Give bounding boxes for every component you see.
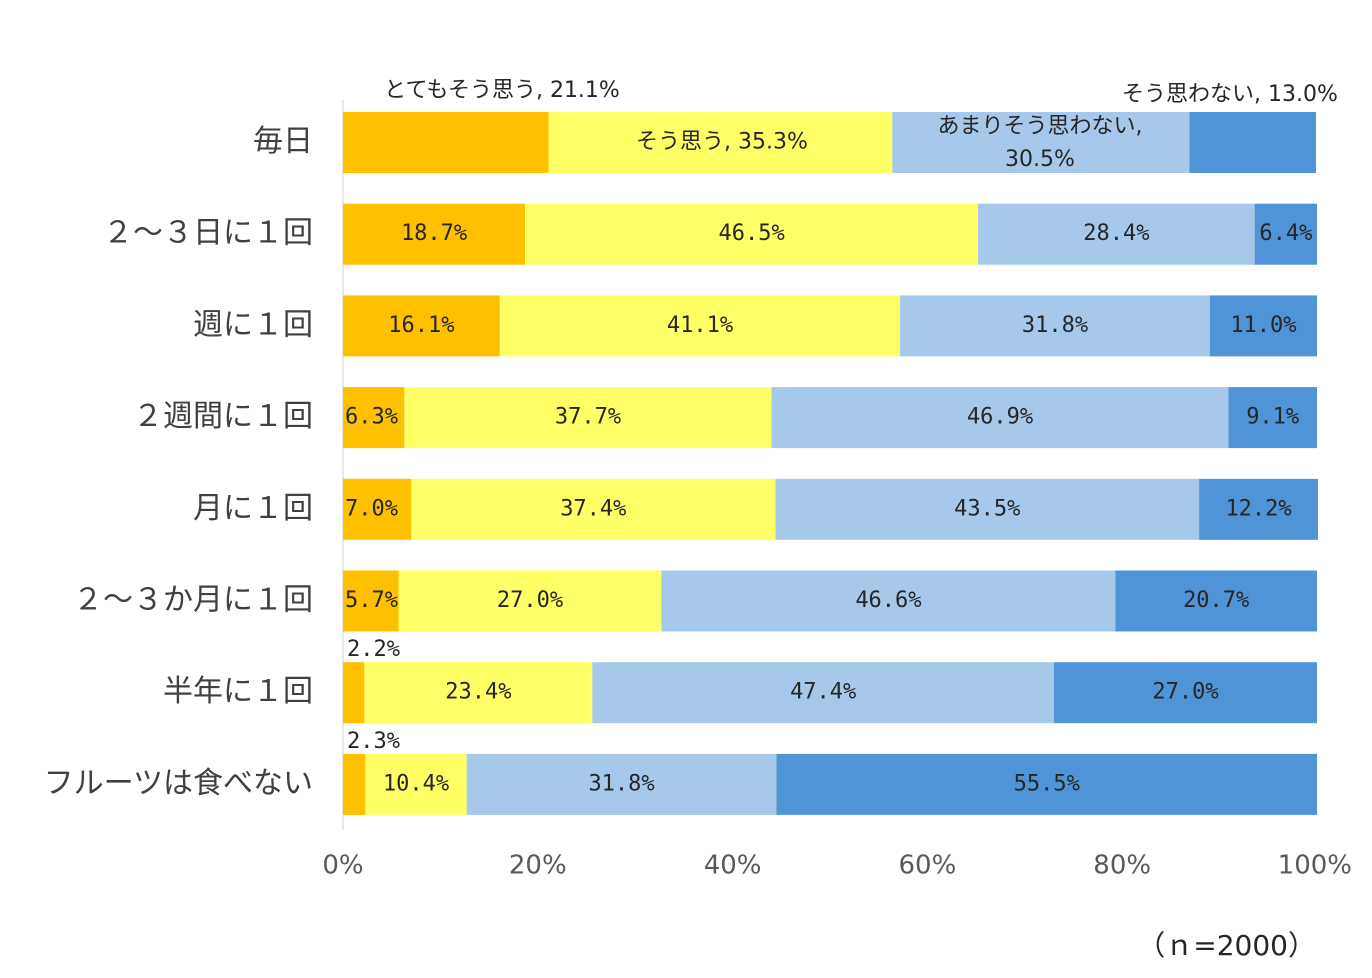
data-label: 37.4% [560,496,626,521]
bar-segment [1199,478,1318,540]
bar-segment [776,753,1317,815]
category-label: ２～３か月に１回 [73,583,313,618]
bar-segment [343,478,412,540]
category-label: 毎日 [253,124,313,159]
data-label: 27.0% [1152,680,1218,705]
data-label: とてもそう思う, 21.1% [384,78,620,103]
bar-segment [343,112,549,173]
data-label: 23.4% [445,680,511,705]
bar-segment [466,753,777,815]
x-tick-label: 0% [322,851,363,881]
data-label: 2.3% [347,729,400,754]
data-label: 11.0% [1230,313,1296,338]
data-label: 41.1% [667,313,733,338]
data-label: 31.8% [1022,313,1088,338]
data-label: 47.4% [790,680,856,705]
bar-segment [404,387,772,449]
data-label: 27.0% [497,588,563,613]
x-tick-label: 80% [1093,851,1151,881]
bar-segment [771,387,1229,449]
category-label: ２～３日に１回 [103,216,313,251]
data-label: 31.8% [588,771,654,796]
sample-size-note: （ｎ=2000） [1137,929,1316,962]
bar-segment [900,295,1210,357]
bar-segment [411,478,776,540]
data-label: 6.3% [345,405,398,430]
data-label: 37.7% [555,405,621,430]
data-label: 43.5% [954,496,1020,521]
bar-segment [1254,203,1317,265]
data-label: 18.7% [401,221,467,246]
bar-segment [364,662,593,724]
x-tick-label: 20% [509,851,567,881]
data-label: 12.2% [1225,496,1291,521]
bar-segment [525,203,979,265]
bar-segment [499,295,901,357]
bar-segment [343,753,366,815]
bar-segment [661,570,1116,632]
bar-segment [343,662,365,724]
data-label: 16.1% [388,313,454,338]
data-label: 46.5% [718,221,784,246]
bar-segment [1054,662,1317,724]
bar-segment [1209,295,1317,357]
bar-segment [1115,570,1317,632]
data-label: そう思わない, 13.0% [1122,82,1338,107]
bar-segment [398,570,662,632]
bar-segment [343,570,399,632]
x-tick-label: 60% [899,851,957,881]
bar-segment [343,295,500,357]
data-label: 46.6% [855,588,921,613]
data-label: 20.7% [1183,588,1249,613]
data-label: 10.4% [383,771,449,796]
data-label: あまりそう思わない, [938,114,1143,139]
bar-segment [592,662,1055,724]
data-label: 30.5% [1005,147,1075,172]
data-label: 2.2% [347,637,400,662]
category-label: ２週間に１回 [133,399,313,434]
data-label: 46.9% [967,405,1033,430]
data-label: 5.7% [345,588,398,613]
bar-segment [548,112,893,173]
bar-segment [343,387,405,449]
data-label: 9.1% [1246,405,1299,430]
data-label: 7.0% [345,496,398,521]
bar-segment [775,478,1200,540]
data-label: 28.4% [1083,221,1149,246]
bar-segment [365,753,467,815]
bar-segment [343,203,526,265]
data-label: 6.4% [1259,221,1312,246]
bar-segment [1189,112,1317,173]
data-label: 55.5% [1014,771,1080,796]
category-label: 月に１回 [193,491,313,526]
bar-segment [1228,387,1317,449]
x-tick-label: 100% [1278,851,1352,881]
category-label: 半年に１回 [163,674,313,709]
category-label: フルーツは食べない [44,766,313,801]
category-label: 週に１回 [193,307,313,342]
bar-segment [978,203,1255,265]
x-tick-label: 40% [704,851,762,881]
bar-segment [892,112,1190,173]
data-label: そう思う, 35.3% [636,130,808,155]
